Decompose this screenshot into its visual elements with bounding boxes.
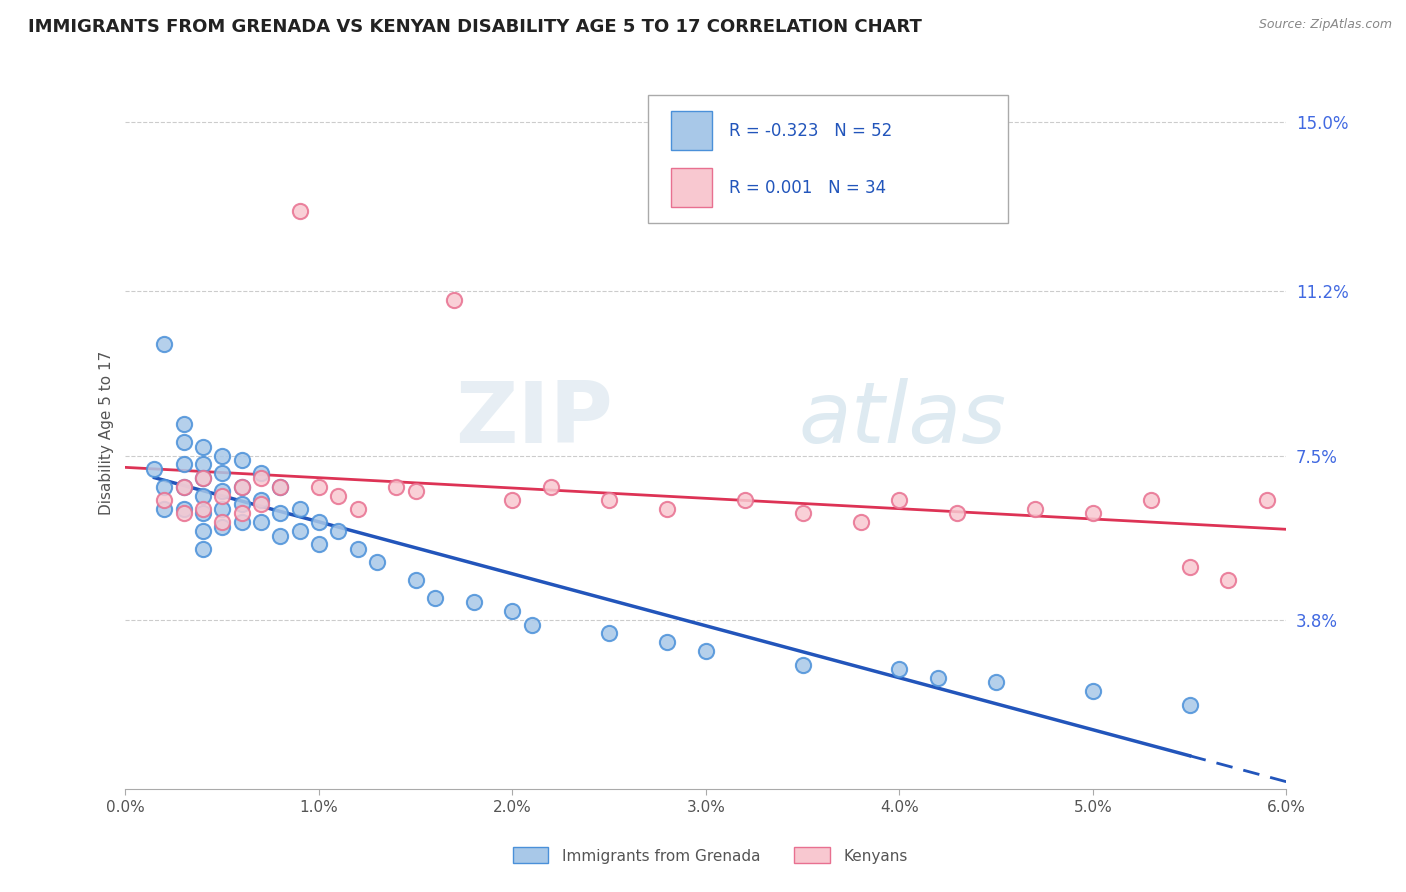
Point [231, 498, 253, 512]
Point [191, 507, 214, 521]
Point [695, 644, 717, 658]
Point [173, 417, 195, 432]
Point [191, 471, 214, 485]
Point [211, 502, 233, 516]
FancyBboxPatch shape [671, 112, 711, 151]
Point [1218, 573, 1240, 587]
Point [269, 528, 291, 542]
Point [501, 493, 523, 508]
Point [153, 493, 176, 508]
Text: IMMIGRANTS FROM GRENADA VS KENYAN DISABILITY AGE 5 TO 17 CORRELATION CHART: IMMIGRANTS FROM GRENADA VS KENYAN DISABI… [28, 18, 922, 36]
Point [501, 604, 523, 618]
Point [1024, 502, 1046, 516]
Point [250, 493, 273, 508]
Point [1081, 684, 1104, 698]
Point [463, 595, 485, 609]
Point [211, 489, 233, 503]
Text: Source: ZipAtlas.com: Source: ZipAtlas.com [1258, 18, 1392, 31]
Point [792, 657, 814, 672]
Point [540, 480, 562, 494]
Text: R = -0.323   N = 52: R = -0.323 N = 52 [730, 122, 893, 140]
Point [927, 671, 949, 685]
Point [288, 524, 311, 538]
Point [191, 502, 214, 516]
Text: Immigrants from Grenada: Immigrants from Grenada [562, 849, 761, 863]
Point [153, 480, 176, 494]
Point [328, 489, 350, 503]
Point [1178, 698, 1201, 712]
Point [250, 467, 273, 481]
Point [173, 502, 195, 516]
Point [405, 484, 427, 499]
Point [366, 555, 388, 569]
Point [191, 471, 214, 485]
Point [153, 337, 176, 351]
Point [1140, 493, 1163, 508]
Point [191, 458, 214, 472]
Point [346, 541, 368, 556]
Point [173, 435, 195, 450]
Point [657, 635, 679, 649]
FancyBboxPatch shape [648, 95, 1008, 223]
Point [173, 480, 195, 494]
Point [173, 458, 195, 472]
Point [1256, 493, 1278, 508]
Point [173, 507, 195, 521]
Point [231, 507, 253, 521]
Point [269, 507, 291, 521]
Point [734, 493, 756, 508]
Point [191, 524, 214, 538]
Point [385, 480, 408, 494]
Text: ZIP: ZIP [456, 377, 613, 460]
Point [211, 484, 233, 499]
Point [231, 453, 253, 467]
Point [1178, 559, 1201, 574]
Point [346, 502, 368, 516]
Point [443, 293, 465, 307]
Point [405, 573, 427, 587]
Point [191, 440, 214, 454]
Point [231, 515, 253, 529]
Point [288, 502, 311, 516]
Point [153, 502, 176, 516]
FancyBboxPatch shape [671, 169, 711, 207]
Point [269, 480, 291, 494]
Point [889, 662, 911, 676]
Text: atlas: atlas [799, 377, 1007, 460]
Text: R = 0.001   N = 34: R = 0.001 N = 34 [730, 178, 886, 197]
Point [308, 537, 330, 551]
Point [598, 626, 620, 640]
Point [520, 617, 543, 632]
Point [211, 449, 233, 463]
Point [211, 519, 233, 533]
Point [191, 541, 214, 556]
Point [231, 480, 253, 494]
Point [250, 498, 273, 512]
Point [849, 515, 872, 529]
Text: Kenyans: Kenyans [844, 849, 908, 863]
Point [946, 507, 969, 521]
Point [328, 524, 350, 538]
Point [231, 480, 253, 494]
Point [250, 471, 273, 485]
Point [657, 502, 679, 516]
Point [211, 467, 233, 481]
Point [984, 675, 1007, 690]
Point [288, 203, 311, 218]
Point [143, 462, 166, 476]
Point [211, 515, 233, 529]
Point [1081, 507, 1104, 521]
Point [598, 493, 620, 508]
Point [269, 480, 291, 494]
Point [889, 493, 911, 508]
Point [792, 507, 814, 521]
Point [308, 515, 330, 529]
Y-axis label: Disability Age 5 to 17: Disability Age 5 to 17 [100, 351, 114, 516]
Point [250, 515, 273, 529]
Point [308, 480, 330, 494]
Point [173, 480, 195, 494]
Point [423, 591, 446, 605]
Point [191, 489, 214, 503]
